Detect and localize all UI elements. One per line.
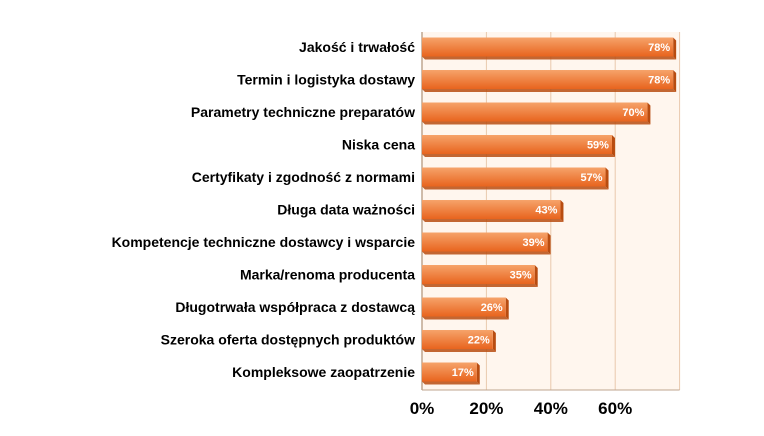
bar [422, 362, 477, 382]
bar-group: 78% [422, 70, 677, 92]
bar-side [505, 297, 509, 320]
category-label: Długa data ważności [277, 202, 415, 218]
bar-value-label: 70% [622, 107, 644, 119]
x-tick-label: 40% [534, 399, 568, 418]
category-label: Jakość i trwałość [299, 39, 415, 55]
category-label: Marka/renoma producenta [240, 267, 415, 283]
bar [422, 330, 493, 349]
category-label: Certyfikaty i zgodność z normami [192, 169, 415, 185]
category-label: Kompleksowe zaopatrzenie [232, 364, 415, 380]
bar-bottom [422, 89, 677, 92]
bar-bottom [422, 381, 480, 385]
bar-side [492, 330, 496, 352]
bar-value-label: 43% [535, 205, 557, 217]
bars: 78% 78% 70% 59% 57% 43% 39% 35% 26% 22% 17% [422, 37, 677, 385]
bar [422, 167, 606, 187]
bar-bottom [422, 251, 551, 255]
bar [422, 297, 506, 317]
bar-side [647, 102, 651, 125]
bar [422, 37, 674, 57]
category-label: Kompetencje techniczne dostawcy i wsparc… [112, 234, 416, 250]
bar-group: 57% [422, 167, 609, 190]
x-tick-label: 0% [410, 399, 435, 418]
bar-value-label: 57% [581, 172, 603, 184]
category-label: Szeroka oferta dostępnych produktów [161, 332, 415, 348]
bar [422, 102, 648, 122]
bar-value-label: 17% [452, 367, 474, 379]
bar-value-label: 22% [468, 335, 490, 347]
bar [422, 232, 548, 252]
bar-bottom [422, 349, 496, 352]
bar-group: 26% [422, 297, 509, 320]
bar-group: 39% [422, 232, 551, 255]
bar-bottom [422, 186, 609, 190]
bar-side [476, 362, 480, 385]
bar-bottom [422, 121, 651, 125]
bar-bottom [422, 316, 509, 320]
x-tick-label: 60% [598, 399, 632, 418]
category-label: Długotrwała współpraca z dostawcą [175, 299, 415, 315]
bar [422, 135, 612, 154]
bar-side [534, 265, 538, 287]
x-tick-label: 20% [469, 399, 503, 418]
bar-side [611, 135, 615, 157]
bar-value-label: 39% [523, 237, 545, 249]
bar-value-label: 26% [481, 302, 503, 314]
category-labels: Jakość i trwałość Termin i logistyka dost… [112, 39, 416, 380]
bar-group: 43% [422, 200, 564, 222]
bar [422, 265, 535, 284]
bar-bottom [422, 154, 615, 157]
bar-group: 35% [422, 265, 538, 287]
bar-value-label: 59% [587, 140, 609, 152]
bar-value-label: 78% [648, 42, 670, 54]
bar-group: 17% [422, 362, 480, 385]
category-label: Parametry techniczne preparatów [191, 104, 415, 120]
bar-value-label: 78% [648, 75, 670, 87]
bar-bottom [422, 219, 564, 222]
bar [422, 200, 561, 219]
bar-side [673, 37, 677, 60]
bar-group: 59% [422, 135, 615, 157]
bar-bottom [422, 284, 538, 287]
bar-group: 78% [422, 37, 677, 60]
bar-side [547, 232, 551, 255]
bar-group: 22% [422, 330, 496, 352]
bar-group: 70% [422, 102, 651, 125]
bar-side [673, 70, 677, 92]
bar-side [605, 167, 609, 190]
bar-value-label: 35% [510, 270, 532, 282]
x-tick-labels: 0% 20% 40% 60% [410, 399, 633, 418]
bar-bottom [422, 56, 677, 60]
bar [422, 70, 674, 89]
category-label: Niska cena [342, 137, 415, 153]
category-label: Termin i logistyka dostawy [237, 72, 415, 88]
bar-side [560, 200, 564, 222]
